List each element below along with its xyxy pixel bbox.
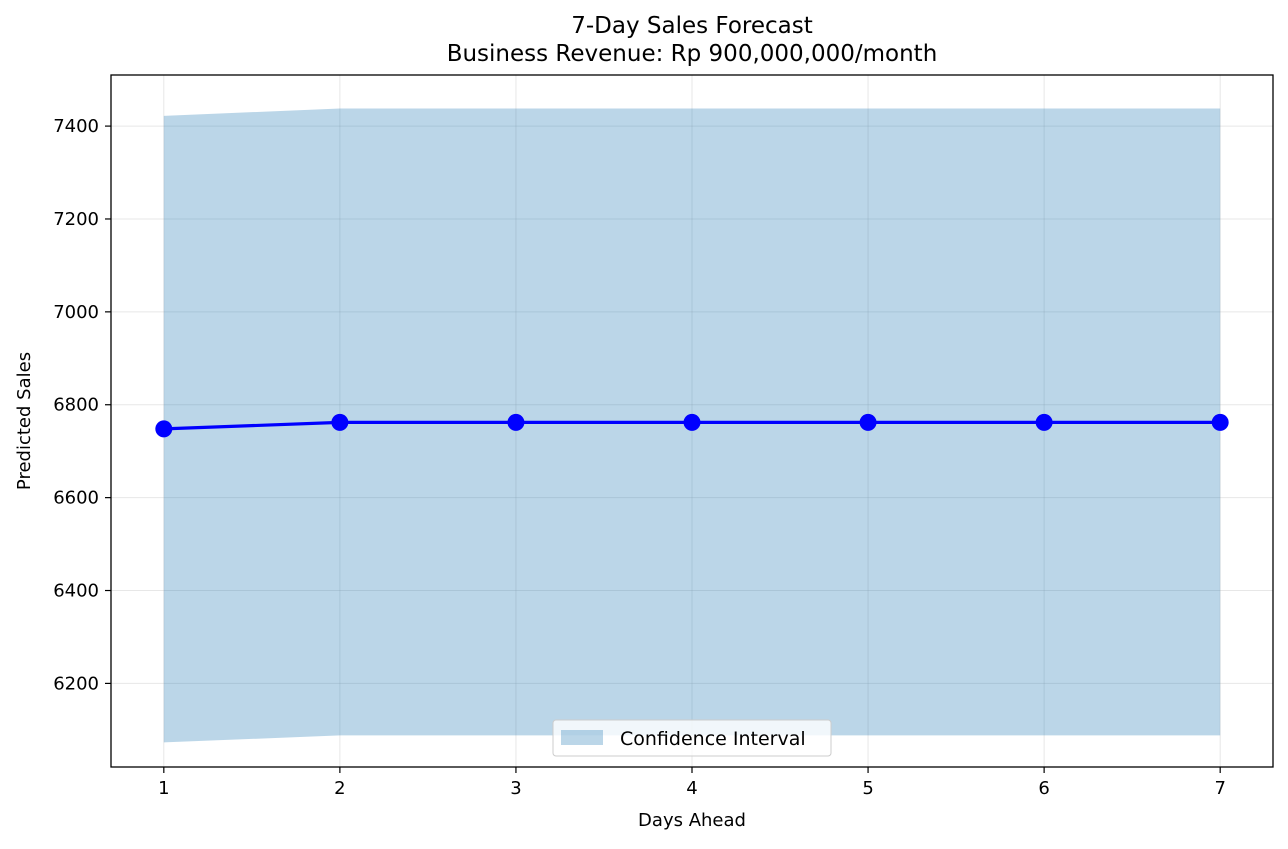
legend-label-confidence-interval: Confidence Interval (620, 728, 806, 750)
y-tick-label-6400: 6400 (53, 581, 99, 602)
legend-box (552, 719, 832, 757)
x-tick-label-7: 7 (1214, 778, 1225, 799)
y-tick-label-7000: 7000 (53, 302, 99, 323)
forecast-point-day-7 (1211, 413, 1229, 431)
x-tick-label-2: 2 (334, 778, 345, 799)
forecast-point-day-5 (859, 413, 877, 431)
forecast-point-day-4 (683, 413, 701, 431)
x-axis-label: Days Ahead (638, 810, 746, 831)
y-tick-label-6600: 6600 (53, 488, 99, 509)
axes: 1 2 3 4 5 6 7 6200 6400 6600 6800 7000 7200 7400 (53, 74, 1274, 799)
forecast-point-day-6 (1035, 413, 1053, 431)
x-tick-label-5: 5 (862, 778, 873, 799)
x-tick-label-6: 6 (1038, 778, 1049, 799)
y-axis-label: Predicted Sales (14, 352, 35, 490)
chart-title: 7-Day Sales Forecast (571, 13, 813, 39)
legend-swatch-confidence-interval (561, 730, 603, 745)
y-tick-label-7200: 7200 (53, 209, 99, 230)
forecast-point-day-1 (155, 420, 173, 438)
series-line-layer (155, 413, 1229, 438)
x-tick-label-1: 1 (158, 778, 169, 799)
x-tick-label-3: 3 (510, 778, 521, 799)
legend: Confidence Interval (552, 719, 832, 757)
y-tick-label-7400: 7400 (53, 116, 99, 137)
chart-subtitle: Business Revenue: Rp 900,000,000/month (447, 41, 938, 67)
forecast-point-day-3 (507, 413, 525, 431)
forecast-point-day-2 (331, 413, 349, 431)
y-tick-label-6800: 6800 (53, 395, 99, 416)
x-tick-label-4: 4 (686, 778, 697, 799)
y-tick-label-6200: 6200 (53, 673, 99, 694)
